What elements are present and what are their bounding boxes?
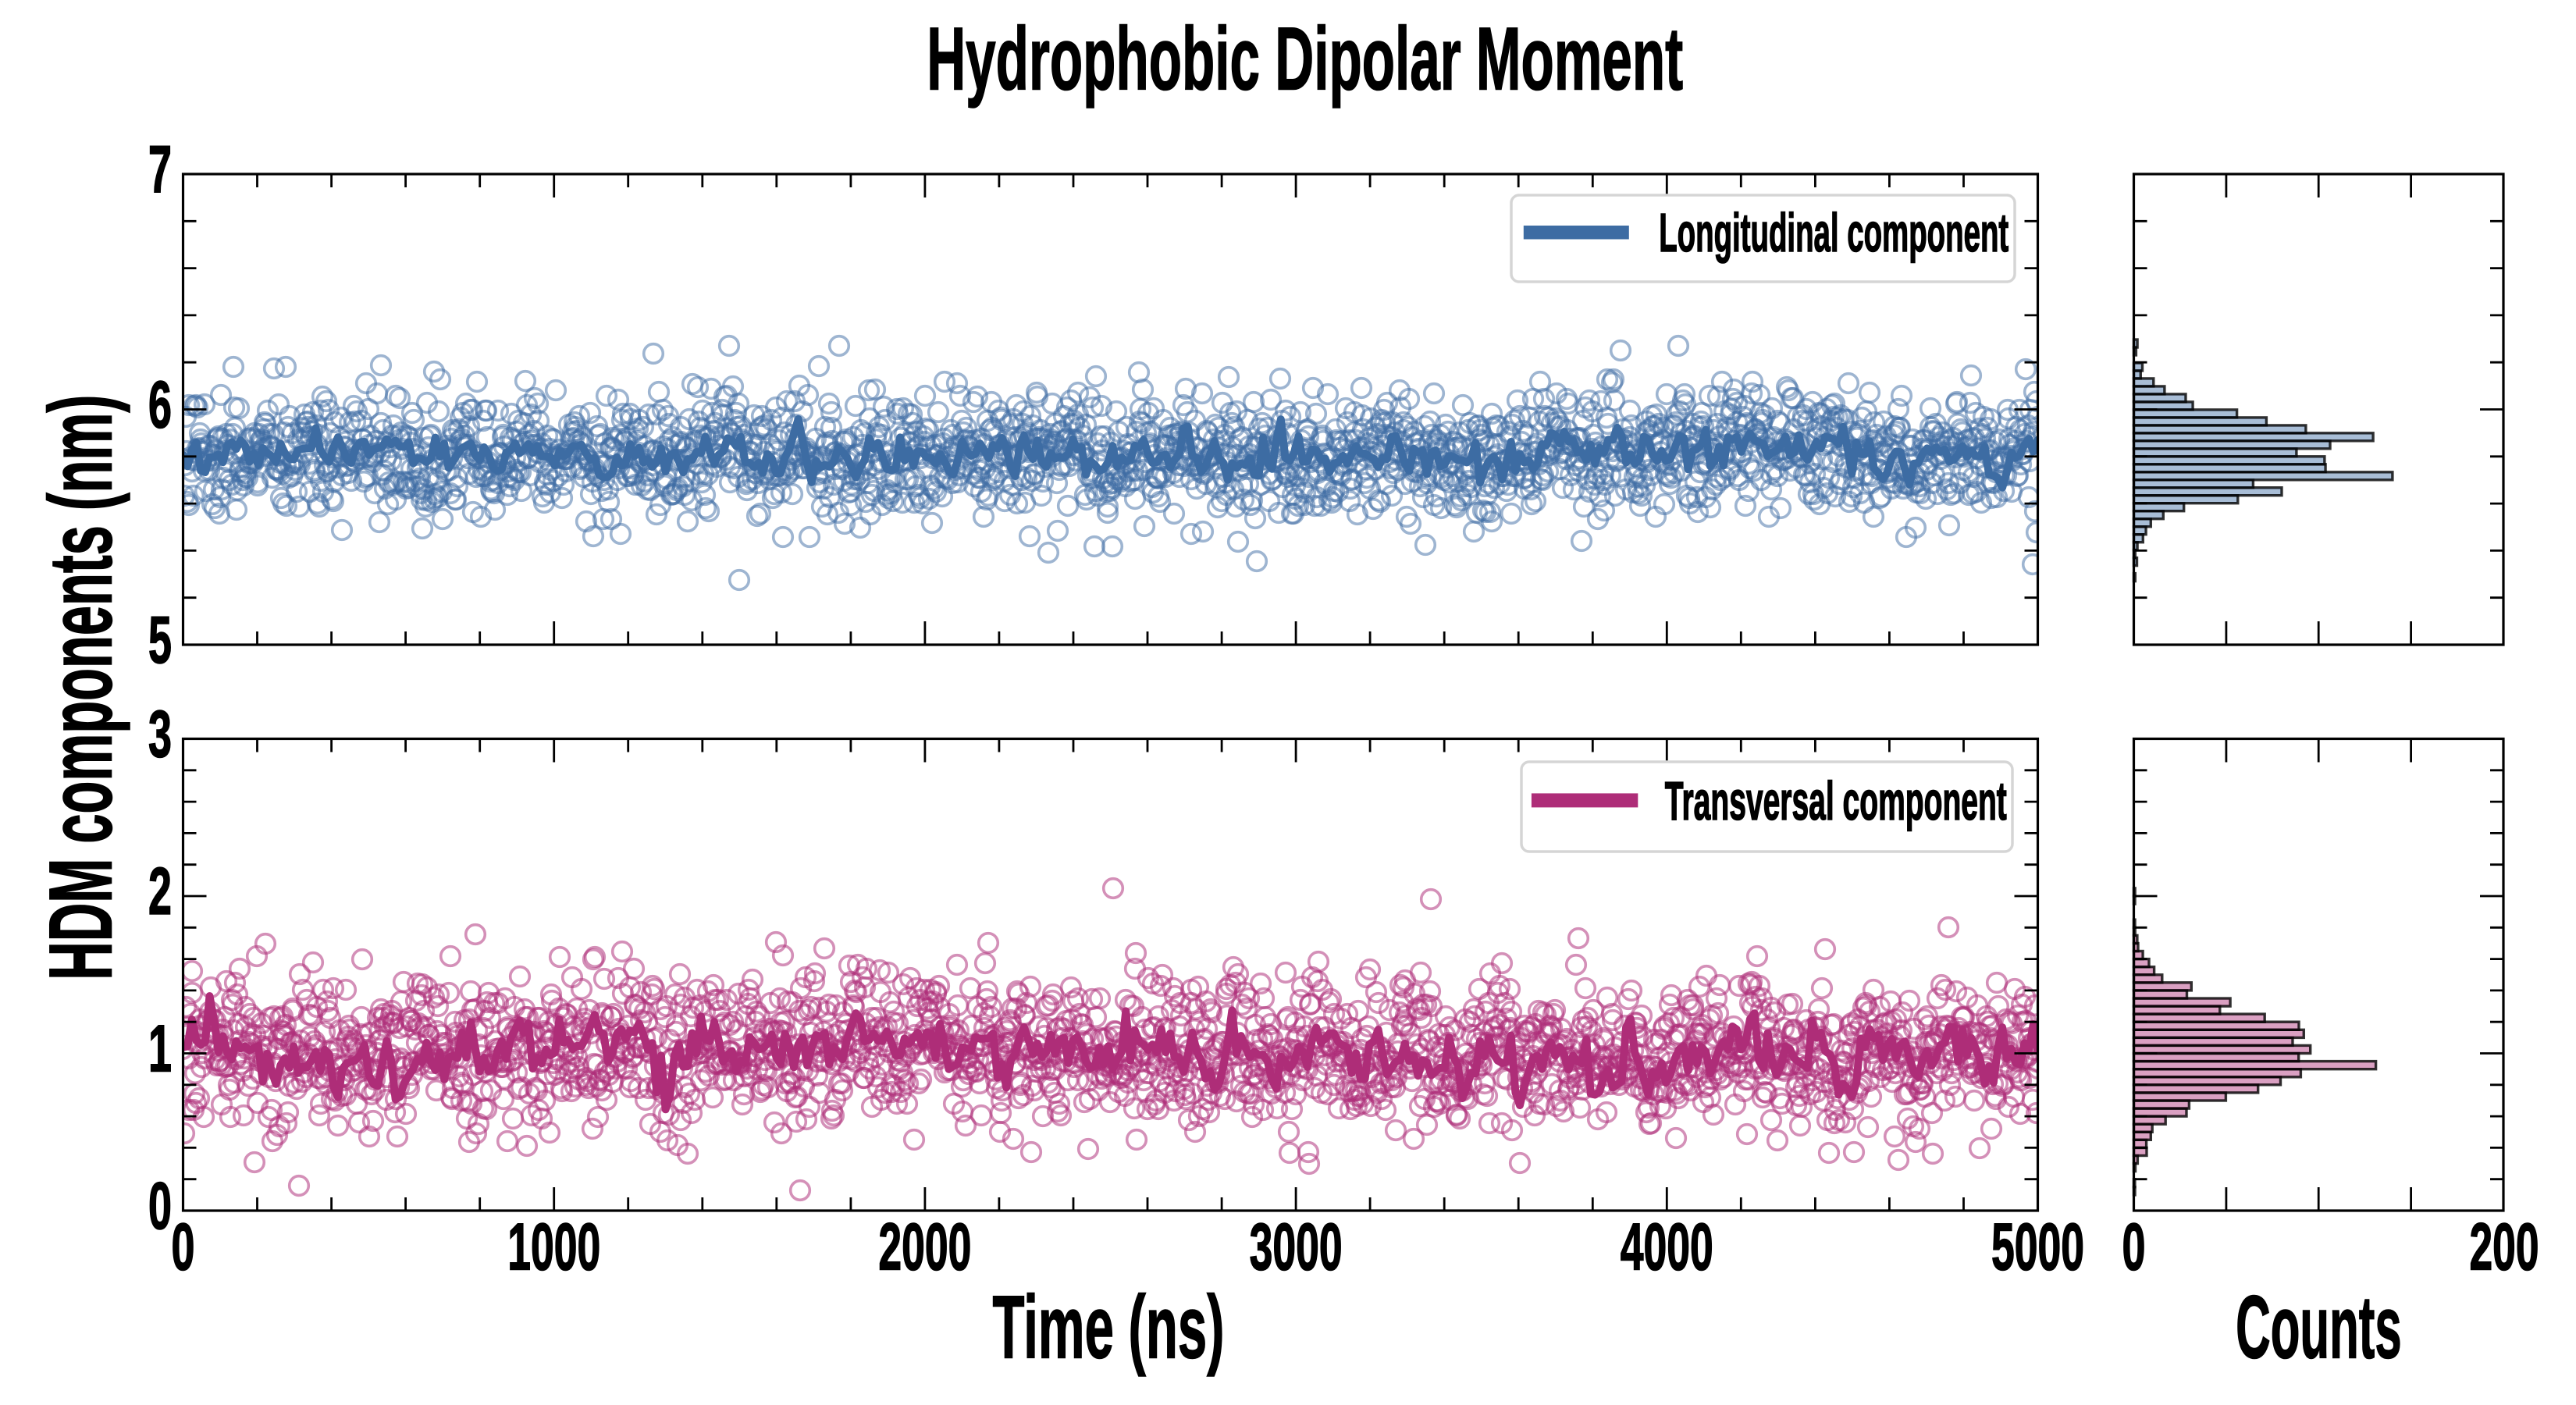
svg-text:Transversal component: Transversal component (1665, 770, 2007, 831)
svg-text:3: 3 (148, 698, 172, 772)
svg-text:1: 1 (148, 1012, 172, 1087)
svg-text:4000: 4000 (1621, 1210, 1713, 1284)
svg-text:1000: 1000 (507, 1210, 600, 1284)
svg-text:7: 7 (148, 133, 172, 207)
svg-text:5: 5 (148, 603, 172, 678)
svg-text:Counts: Counts (2236, 1279, 2402, 1378)
svg-text:0: 0 (172, 1210, 195, 1284)
svg-text:Longitudinal component: Longitudinal component (1659, 202, 2008, 263)
svg-text:200: 200 (2470, 1210, 2539, 1284)
svg-text:6: 6 (148, 368, 172, 443)
svg-text:HDM components (nm): HDM components (nm) (31, 395, 130, 980)
svg-text:0: 0 (148, 1169, 172, 1243)
svg-text:Time (ns): Time (ns) (993, 1279, 1225, 1378)
svg-text:0: 0 (2122, 1210, 2146, 1284)
svg-text:5000: 5000 (1991, 1210, 2084, 1284)
svg-text:2000: 2000 (878, 1210, 971, 1284)
svg-text:2: 2 (148, 855, 172, 929)
svg-text:Hydrophobic Dipolar Moment: Hydrophobic Dipolar Moment (927, 10, 1683, 109)
svg-text:3000: 3000 (1250, 1210, 1343, 1284)
